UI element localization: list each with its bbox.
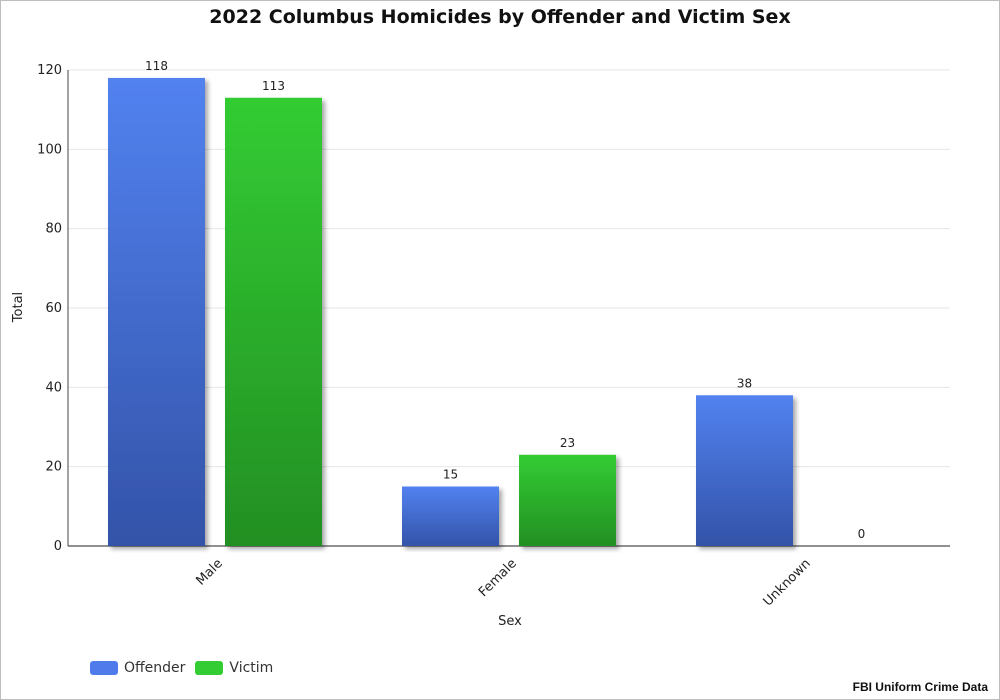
y-tick-label: 0 bbox=[54, 539, 62, 554]
data-label-victim-female: 23 bbox=[560, 436, 575, 450]
legend-swatch-victim bbox=[195, 661, 224, 675]
data-label-victim-unknown: 0 bbox=[858, 527, 866, 541]
legend-item-victim[interactable]: Victim bbox=[195, 660, 273, 676]
y-tick-label: 120 bbox=[37, 63, 62, 78]
bar-offender-female bbox=[402, 486, 499, 546]
y-tick-label: 40 bbox=[45, 380, 62, 395]
y-axis-label: Total bbox=[11, 292, 26, 323]
legend-item-offender[interactable]: Offender bbox=[90, 660, 185, 676]
x-tick-label-male: Male bbox=[193, 556, 225, 588]
bar-offender-male bbox=[108, 77, 205, 546]
data-label-offender-unknown: 38 bbox=[737, 376, 752, 390]
data-label-victim-male: 113 bbox=[262, 79, 285, 93]
legend-label-victim: Victim bbox=[229, 660, 274, 676]
data-label-offender-female: 15 bbox=[443, 468, 458, 482]
legend-label-offender: Offender bbox=[124, 660, 186, 676]
y-tick-label: 80 bbox=[45, 222, 62, 237]
bar-victim-male bbox=[225, 97, 322, 547]
legend: Offender Victim bbox=[90, 660, 283, 676]
x-axis-label: Sex bbox=[498, 614, 522, 629]
y-tick-label: 100 bbox=[37, 142, 62, 157]
source-note: FBI Uniform Crime Data bbox=[852, 680, 988, 694]
bar-offender-unknown bbox=[696, 395, 793, 546]
y-tick-label: 60 bbox=[45, 301, 62, 316]
chart-title: 2022 Columbus Homicides by Offender and … bbox=[209, 6, 791, 28]
bar-victim-female bbox=[519, 454, 616, 546]
data-label-offender-male: 118 bbox=[145, 59, 168, 73]
x-tick-label-unknown: Unknown bbox=[761, 556, 814, 609]
legend-swatch-offender bbox=[90, 661, 118, 675]
y-tick-label: 20 bbox=[45, 460, 62, 475]
x-tick-label-female: Female bbox=[476, 556, 520, 600]
